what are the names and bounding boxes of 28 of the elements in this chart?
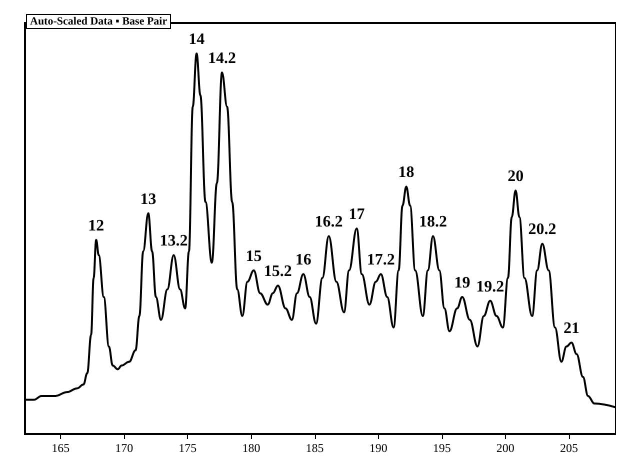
- annotation: 18: [398, 164, 414, 182]
- x-tick-label: 185: [306, 441, 324, 455]
- annotation: 13.2: [160, 232, 188, 250]
- annotation: 20: [508, 168, 524, 185]
- annotation: 17: [348, 206, 365, 223]
- annotation: 16.2: [314, 214, 343, 231]
- annotation: 13: [140, 190, 156, 208]
- annotation: 12: [88, 217, 104, 234]
- annotation: 17.2: [366, 252, 395, 269]
- annotation: 15.2: [264, 263, 292, 280]
- annotation: 16: [295, 252, 312, 269]
- x-tick-label: 190: [369, 441, 388, 455]
- annotation: 20.2: [528, 221, 556, 238]
- chart-title: Auto-Scaled Data ▪ Base Pair: [30, 16, 168, 28]
- x-tick-label: 165: [52, 441, 70, 455]
- annotation: 21: [564, 320, 580, 338]
- x-tick-label: 200: [496, 441, 514, 455]
- x-tick-label: 170: [115, 441, 134, 455]
- annotation: 18.2: [418, 214, 447, 231]
- x-tick-label: 180: [242, 441, 260, 455]
- x-tick-label: 205: [560, 441, 578, 455]
- x-tick-label: 175: [178, 441, 197, 455]
- x-tick-label: 195: [432, 441, 451, 455]
- annotation: 14: [188, 30, 205, 48]
- annotation: 15: [246, 248, 262, 265]
- annotation: 19.2: [476, 278, 504, 296]
- annotation: 19: [454, 274, 470, 292]
- annotation: 14.2: [208, 50, 236, 67]
